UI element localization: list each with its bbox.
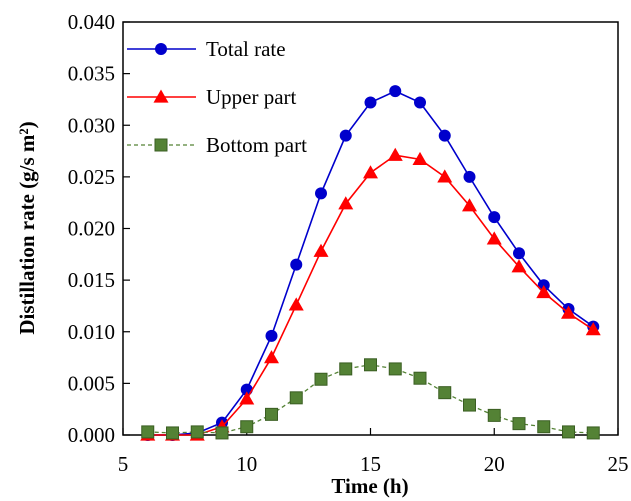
legend-item-upper-part: Upper part: [127, 85, 297, 109]
x-axis-title: Time (h): [331, 474, 408, 498]
data-point-total-rate: [488, 211, 501, 224]
data-point-bottom-part: [487, 408, 501, 422]
series-line-bottom-part: [147, 364, 594, 434]
y-axis-title: Distillation rate (g/s m²): [15, 121, 39, 334]
data-point-total-rate: [414, 96, 426, 109]
legend-marker-bottom-part: [154, 138, 168, 152]
data-point-bottom-part: [438, 386, 452, 400]
x-tick-label: 15: [360, 452, 381, 476]
data-point-upper-part: [536, 285, 552, 299]
y-tick-label: 0.035: [68, 62, 115, 86]
x-tick-label: 10: [236, 452, 257, 476]
data-point-bottom-part: [265, 407, 278, 421]
y-tick-label: 0.020: [68, 217, 115, 241]
data-point-total-rate: [389, 85, 402, 98]
legend-item-total-rate: Total rate: [127, 37, 286, 61]
data-point-bottom-part: [537, 420, 551, 434]
data-point-bottom-part: [388, 362, 402, 376]
data-point-total-rate: [290, 258, 303, 271]
data-point-bottom-part: [339, 362, 353, 376]
data-point-bottom-part: [314, 372, 328, 386]
data-point-total-rate: [315, 187, 327, 200]
data-point-upper-part: [561, 305, 576, 319]
series-line-upper-part: [147, 154, 594, 436]
legend: Total rate Upper part Bottom part: [127, 37, 307, 157]
plot-frame: [122, 21, 619, 436]
data-point-bottom-part: [512, 417, 526, 431]
y-tick-label: 0.040: [68, 10, 115, 34]
data-point-bottom-part: [562, 425, 575, 439]
data-point-upper-part: [313, 243, 329, 257]
data-point-total-rate: [364, 96, 377, 109]
data-point-total-rate: [463, 170, 476, 183]
data-point-bottom-part: [166, 426, 179, 440]
x-tick-label: 20: [484, 452, 505, 476]
data-point-upper-part: [239, 391, 255, 405]
data-point-total-rate: [339, 129, 352, 142]
series-upper-part: [140, 147, 601, 441]
data-point-bottom-part: [141, 425, 155, 439]
data-point-upper-part: [338, 196, 354, 210]
data-point-bottom-part: [240, 420, 254, 434]
legend-item-bottom-part: Bottom part: [127, 133, 307, 157]
data-point-upper-part: [486, 231, 502, 245]
data-point-bottom-part: [215, 426, 229, 440]
data-point-upper-part: [412, 151, 428, 165]
data-point-total-rate: [265, 329, 278, 342]
data-point-bottom-part: [364, 358, 377, 372]
series-layer: [140, 85, 601, 441]
data-point-total-rate: [513, 247, 525, 260]
data-point-upper-part: [288, 297, 304, 311]
y-tick-label: 0.015: [68, 268, 115, 292]
data-point-upper-part: [363, 165, 378, 179]
data-point-bottom-part: [413, 371, 427, 385]
data-point-upper-part: [511, 259, 527, 273]
x-axis-ticks: 5 10 15 20 25: [118, 428, 629, 476]
y-tick-label: 0.025: [68, 165, 115, 189]
data-point-upper-part: [437, 169, 453, 183]
data-point-total-rate: [438, 129, 451, 142]
y-tick-label: 0.010: [68, 320, 115, 344]
y-tick-label: 0.005: [68, 371, 115, 395]
y-axis-ticks: 0.000 0.005 0.010 0.015 0.020 0.025 0.030 0.035…: [68, 10, 130, 447]
legend-label: Bottom part: [206, 133, 307, 157]
x-tick-label: 25: [608, 452, 629, 476]
x-tick-label: 5: [118, 452, 129, 476]
data-point-bottom-part: [190, 425, 204, 439]
data-point-upper-part: [387, 147, 403, 161]
data-point-bottom-part: [463, 398, 476, 412]
legend-label: Total rate: [206, 37, 286, 61]
data-point-upper-part: [264, 350, 279, 364]
legend-marker-total-rate: [155, 43, 167, 55]
data-point-bottom-part: [586, 426, 600, 440]
legend-marker-upper-part: [153, 89, 169, 103]
legend-label: Upper part: [206, 85, 297, 109]
data-point-bottom-part: [289, 391, 303, 405]
series-bottom-part: [141, 358, 600, 440]
y-tick-label: 0.030: [68, 113, 115, 137]
data-point-upper-part: [585, 322, 601, 336]
y-tick-label: 0.000: [68, 423, 115, 447]
data-point-upper-part: [462, 198, 477, 212]
